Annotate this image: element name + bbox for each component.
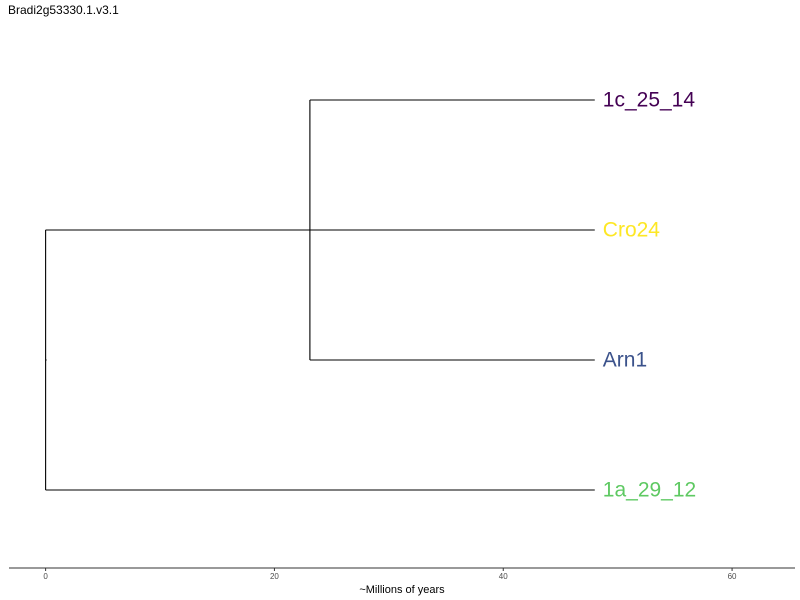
tip-label: Arn1 xyxy=(603,349,647,372)
x-axis: 0 20 40 60 ~Millions of years xyxy=(9,567,795,596)
x-tick-label: 60 xyxy=(728,572,737,581)
tip-label: 1c_25_14 xyxy=(603,89,696,112)
tip-label: Cro24 xyxy=(603,219,661,242)
tip-label: 1a_29_12 xyxy=(603,479,696,502)
x-axis-label: ~Millions of years xyxy=(359,584,445,596)
page-title: Bradi2g53330.1.v3.1 xyxy=(8,3,119,17)
x-tick-label: 0 xyxy=(43,572,48,581)
tree-branches xyxy=(45,99,595,491)
x-axis-ticks: 0 20 40 60 xyxy=(43,568,737,581)
x-tick-label: 20 xyxy=(270,572,279,581)
tip-labels: 1c_25_14 Cro24 Arn1 1a_29_12 xyxy=(603,89,696,502)
x-tick-label: 40 xyxy=(499,572,508,581)
